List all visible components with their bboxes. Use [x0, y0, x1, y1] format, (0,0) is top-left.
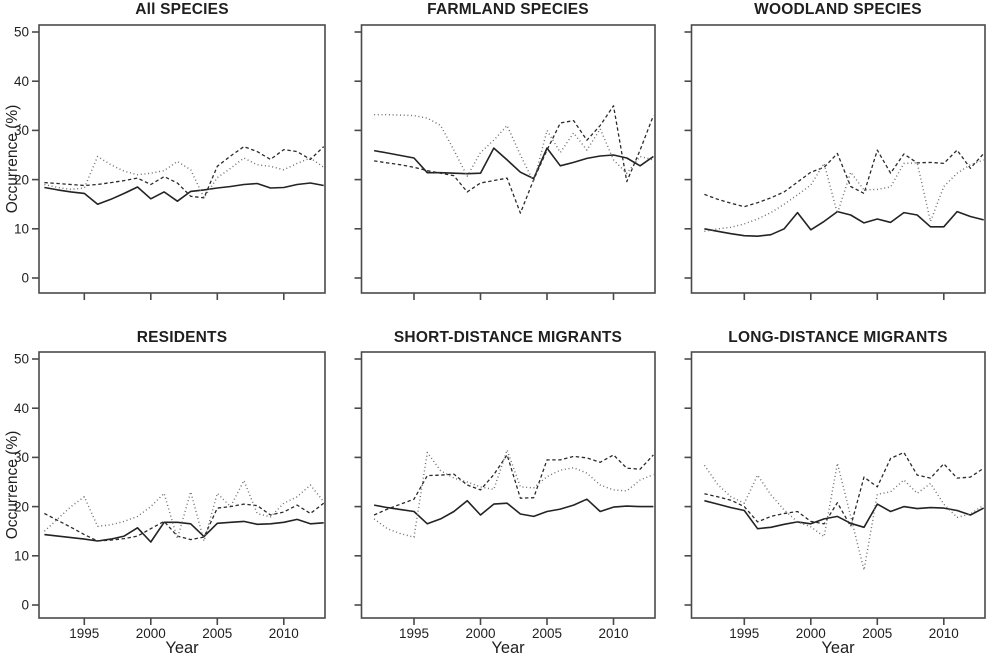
y-tick-label: 40	[14, 74, 29, 89]
x-tick-label: 2000	[465, 626, 495, 641]
series-dotted-line	[373, 449, 654, 538]
panel-all-species: 0 10 20 30 40 50 All SPECIES Occurrence (%)	[0, 0, 331, 323]
x-tick-label: 2010	[598, 626, 628, 641]
panel-farmland-species: FARMLAND SPECIES	[331, 0, 661, 323]
series-dotted-line	[374, 113, 654, 183]
x-axis-label: Year	[491, 639, 525, 657]
plot-area	[684, 24, 986, 300]
y-tick-label: 10	[14, 222, 29, 237]
plot-box	[360, 351, 656, 619]
series-solid-line	[44, 518, 324, 543]
x-tick-label: 2005	[862, 626, 892, 641]
panel-residents: 0 10 20 30 40 50 1995 2000 2005 2010 RESIDENTS Oc…	[0, 323, 331, 657]
plot-area	[354, 24, 656, 300]
x-tick-label: 2010	[929, 626, 959, 641]
plot-area: 1995 2000 2005 2010	[684, 351, 986, 641]
series-solid-line	[44, 182, 324, 205]
plot-area: 0 10 20 30 40 50 1995 2000 2005 2010	[14, 351, 326, 641]
series-dotted-line	[703, 462, 985, 571]
y-tick-label: 30	[14, 450, 29, 465]
panel-woodland-species: WOODLAND SPECIES	[661, 0, 992, 323]
y-axis-label: Occurrence (%)	[4, 104, 21, 214]
x-tick-label: 2000	[136, 626, 166, 641]
panel-title: WOODLAND SPECIES	[754, 1, 922, 18]
x-tick-label: 1995	[399, 626, 429, 641]
x-tick-label: 2000	[796, 626, 826, 641]
series-dashed-line	[44, 145, 325, 199]
series-dashed-line	[44, 502, 325, 542]
y-tick-label: 0	[21, 598, 29, 613]
x-tick-label: 2005	[202, 626, 232, 641]
plot-box	[690, 351, 986, 619]
series-dashed-line	[373, 454, 654, 516]
x-tick-label: 2005	[532, 626, 562, 641]
y-tick-label: 20	[14, 172, 29, 187]
x-axis-label: Year	[165, 639, 199, 657]
y-tick-label: 50	[14, 352, 29, 367]
plot-area: 0 10 20 30 40 50	[14, 24, 326, 300]
series-dashed-line	[374, 105, 655, 214]
panel-title: SHORT-DISTANCE MIGRANTS	[393, 329, 623, 346]
plot-box	[690, 24, 986, 294]
x-tick-label: 2010	[269, 626, 299, 641]
y-tick-label: 0	[21, 271, 29, 286]
x-tick-label: 1995	[69, 626, 99, 641]
panel-title: LONG-DISTANCE MIGRANTS	[728, 329, 948, 346]
series-dotted-line	[43, 479, 325, 542]
series-solid-line	[704, 210, 984, 237]
series-dotted-line	[44, 155, 325, 199]
plot-box	[38, 24, 326, 294]
panel-short-distance-migrants: 1995 2000 2005 2010 SHORT-DISTANCE MIGRANTS…	[331, 323, 661, 657]
y-tick-label: 10	[14, 549, 29, 564]
panel-title: All SPECIES	[135, 1, 229, 18]
plot-box	[38, 351, 326, 619]
y-axis-label: Occurrence (%)	[4, 430, 21, 540]
series-solid-line	[704, 499, 985, 530]
y-tick-label: 50	[14, 25, 29, 40]
panel-long-distance-migrants: 1995 2000 2005 2010 LONG-DISTANCE MIGRANTS …	[661, 323, 992, 657]
series-dashed-line	[704, 149, 985, 208]
x-axis-label: Year	[821, 639, 855, 657]
y-tick-label: 20	[14, 499, 29, 514]
series-solid-line	[373, 498, 654, 525]
y-tick-label: 30	[14, 123, 29, 138]
panel-title: RESIDENTS	[136, 329, 228, 346]
x-tick-label: 1995	[729, 626, 759, 641]
plot-area: 1995 2000 2005 2010	[354, 351, 656, 641]
series-dashed-line	[704, 451, 985, 527]
panel-title: FARMLAND SPECIES	[427, 1, 589, 18]
plot-box	[360, 24, 656, 294]
series-solid-line	[373, 147, 654, 180]
y-tick-label: 40	[14, 401, 29, 416]
